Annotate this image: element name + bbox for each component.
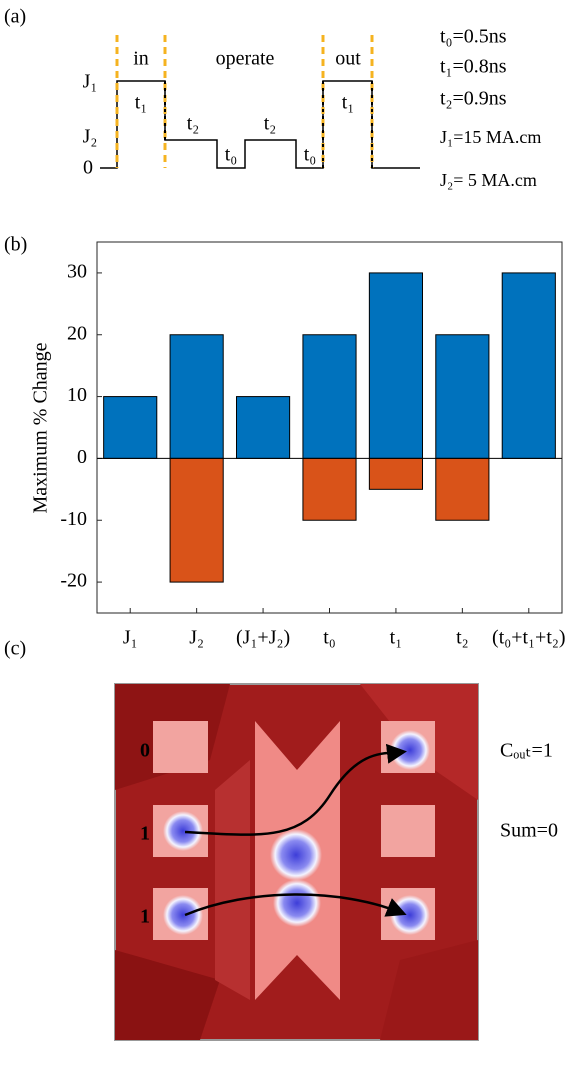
bar-chart: Maximum % Change -20 -10 0 10 20 30 J₁ J₂ (J₁+J₂… (30, 241, 566, 649)
x-tick-label: t₁ (390, 627, 403, 649)
phase-label: out (335, 48, 361, 70)
y-tick-label: 10 (67, 384, 87, 406)
y-tick-label: -20 (60, 570, 87, 592)
y-tick-label: 30 (67, 261, 87, 283)
y-tick-label: -10 (60, 508, 87, 530)
pulse-diagram: in operate out J₁ J₂ 0 t₁ t₂ t₀ t₂ t₀ t₁… (83, 26, 542, 191)
bar (302, 457, 357, 521)
param: t₀=0.5ns (440, 26, 507, 48)
duration-label: t₀ (225, 144, 238, 166)
bar (236, 396, 291, 459)
bar (169, 334, 224, 459)
pulse-edges (164, 81, 373, 168)
param: t₂=0.9ns (440, 88, 507, 110)
bar (368, 457, 424, 490)
device-image: 0 1 1 Cₒᵤₜ=1 Sum=0 (114, 683, 558, 1041)
duration-label: t₀ (304, 144, 317, 166)
bar (368, 272, 424, 459)
y-tick-label: 0 (77, 446, 87, 468)
phase-label: operate (216, 48, 275, 70)
output-label: Cₒᵤₜ=1 (500, 740, 553, 762)
input-label: 1 (140, 823, 150, 845)
y-axis-label: Maximum % Change (30, 342, 52, 513)
y-tick-label: 20 (67, 322, 87, 344)
param: J₁=15 MA.cm (440, 127, 541, 147)
panel-label: (b) (4, 234, 27, 256)
param: J₂= 5 MA.cm (440, 170, 537, 190)
duration-label: t₁ (342, 92, 355, 114)
bar (501, 272, 556, 459)
x-tick-label: t₀ (323, 627, 336, 649)
duration-label: t₂ (264, 113, 277, 135)
level-label: J₁ (83, 71, 98, 93)
x-tick-label: (J₁+J₂) (236, 627, 290, 649)
panel-label: (c) (4, 638, 26, 660)
output-label: Sum=0 (500, 820, 558, 842)
input-label: 1 (140, 906, 150, 928)
level-label: J₂ (83, 126, 98, 148)
x-tick-label: (t₀+t₁+t₂) (492, 627, 565, 649)
x-tick-label: J₁ (123, 627, 138, 649)
bar (169, 457, 224, 583)
bar (302, 334, 357, 459)
duration-label: t₂ (187, 113, 200, 135)
level-label: 0 (83, 157, 93, 179)
param: t₁=0.8ns (440, 56, 507, 78)
x-tick-label: t₂ (456, 627, 469, 649)
bar (435, 457, 490, 521)
panel-label: (a) (4, 6, 26, 28)
phase-label: in (133, 48, 149, 70)
x-tick-label: J₂ (189, 627, 204, 649)
bar (435, 334, 490, 459)
bar (103, 396, 158, 459)
waveform (100, 80, 420, 169)
duration-label: t₁ (135, 92, 148, 114)
input-label: 0 (140, 740, 150, 762)
